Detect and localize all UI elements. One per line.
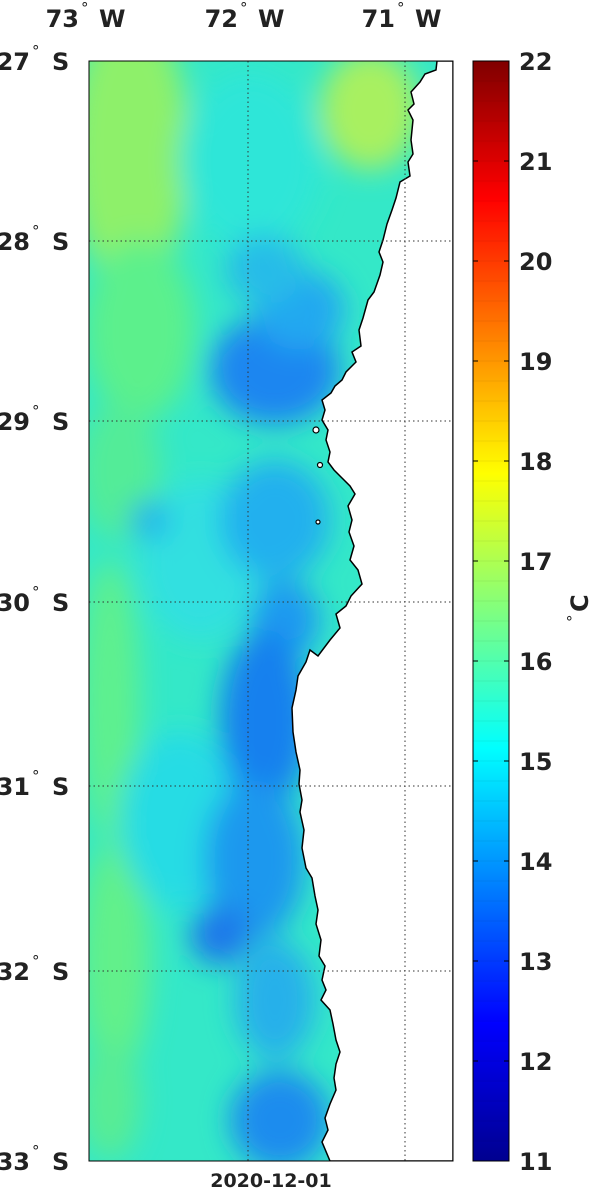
- latitude-hemisphere: S: [52, 1148, 69, 1176]
- longitude-label: 73 ° W: [46, 0, 126, 33]
- latitude-degree-value: 32: [0, 958, 30, 986]
- degree-symbol: °: [397, 0, 405, 17]
- colorbar: 11 12 13 14 15 16 17 18 19 20 21 22 ° C: [472, 48, 593, 1176]
- latitude-label: 27 ° S: [0, 42, 69, 76]
- degree-symbol: °: [240, 0, 248, 17]
- longitude-degree-value: 73: [46, 5, 79, 33]
- colorbar-bands: [473, 80, 509, 1142]
- latitude-label: 30 ° S: [0, 583, 69, 617]
- latitude-degree-value: 28: [0, 228, 30, 256]
- degree-symbol: °: [32, 42, 40, 60]
- colorbar-tick-label: 22: [519, 48, 552, 76]
- island: [312, 426, 320, 434]
- degree-symbol: °: [32, 583, 40, 601]
- latitude-label: 28 ° S: [0, 222, 69, 256]
- longitude-hemisphere: W: [415, 5, 441, 33]
- latitude-label: 33 ° S: [0, 1142, 69, 1176]
- degree-symbol: °: [32, 952, 40, 970]
- latitude-degree-value: 31: [0, 773, 30, 801]
- latitude-hemisphere: S: [52, 773, 69, 801]
- colorbar-tick-label: 17: [519, 548, 552, 576]
- colorbar-tick-label: 13: [519, 948, 552, 976]
- colorbar-tick-label: 16: [519, 648, 552, 676]
- sst-field: [89, 61, 420, 1161]
- longitude-labels: 73 ° W 72 ° W 71 ° W: [46, 0, 442, 33]
- svg-text:°: °: [564, 615, 582, 623]
- colorbar-ramp: [472, 60, 510, 1162]
- colorbar-tick-label: 21: [519, 148, 552, 176]
- colorbar-tick-label: 14: [519, 848, 552, 876]
- latitude-degree-value: 33: [0, 1148, 30, 1176]
- colorbar-tick-label: 15: [519, 748, 552, 776]
- graticule: [89, 61, 453, 1161]
- latitude-label: 31 ° S: [0, 767, 69, 801]
- degree-symbol: °: [32, 1142, 40, 1160]
- map-frame: [88, 60, 454, 1162]
- longitude-degree-value: 71: [362, 5, 395, 33]
- colorbar-ticks: 11 12 13 14 15 16 17 18 19 20 21 22: [473, 48, 552, 1176]
- map-panel: [89, 61, 453, 1161]
- land-mass: [291, 61, 453, 1161]
- latitude-degree-value: 30: [0, 589, 30, 617]
- island: [316, 461, 324, 469]
- longitude-hemisphere: W: [258, 5, 284, 33]
- colorbar-tick-label: 18: [519, 448, 552, 476]
- longitude-degree-value: 72: [205, 5, 238, 33]
- colorbar-tick-label: 12: [519, 1048, 552, 1076]
- longitude-label: 72 ° W: [205, 0, 285, 33]
- latitude-label: 32 ° S: [0, 952, 69, 986]
- degree-symbol: °: [32, 767, 40, 785]
- colorbar-tick-label: 20: [519, 248, 552, 276]
- latitude-degree-value: 29: [0, 408, 30, 436]
- latitude-hemisphere: S: [52, 589, 69, 617]
- colorbar-unit: ° C: [564, 594, 593, 622]
- longitude-label: 71 ° W: [362, 0, 442, 33]
- degree-symbol: °: [81, 0, 89, 17]
- degree-symbol: °: [32, 222, 40, 240]
- colorbar-tick-label: 11: [519, 1148, 552, 1176]
- degree-symbol: °: [32, 402, 40, 420]
- latitude-labels: 27 ° S28 ° S29 ° S30 ° S31 ° S32 ° S33 ° S: [0, 42, 69, 1176]
- latitude-degree-value: 27: [0, 48, 30, 76]
- colorbar-tick-label: 19: [519, 348, 552, 376]
- latitude-hemisphere: S: [52, 228, 69, 256]
- latitude-hemisphere: S: [52, 408, 69, 436]
- island: [315, 519, 321, 525]
- latitude-hemisphere: S: [52, 958, 69, 986]
- longitude-hemisphere: W: [99, 5, 125, 33]
- date-label: 2020-12-01: [210, 1170, 332, 1188]
- latitude-hemisphere: S: [52, 48, 69, 76]
- latitude-label: 29 ° S: [0, 402, 69, 436]
- svg-text:C: C: [566, 594, 593, 612]
